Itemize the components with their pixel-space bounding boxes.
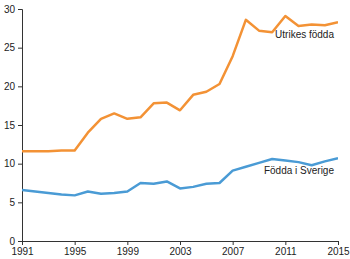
tick-mark — [18, 86, 22, 87]
tick-label: 30 — [4, 4, 16, 15]
series-line — [22, 158, 338, 195]
tick-mark — [127, 241, 128, 245]
tick-mark — [18, 202, 22, 203]
series-line — [22, 16, 338, 151]
tick: 20 — [4, 81, 22, 92]
tick-mark — [75, 241, 76, 245]
tick: 2011 — [275, 241, 297, 257]
tick: 1995 — [64, 241, 87, 257]
tick-label: 5 — [9, 197, 15, 208]
tick-label: 1995 — [64, 246, 87, 257]
y-axis: 0 5 10 15 20 25 30 — [4, 4, 23, 247]
series-label: Födda i Sverige — [264, 165, 334, 176]
tick: 5 — [9, 197, 22, 208]
tick: 15 — [4, 120, 22, 131]
tick-mark — [233, 241, 234, 245]
tick-mark — [338, 241, 339, 245]
tick-mark — [18, 48, 22, 49]
tick-label: 2007 — [222, 246, 245, 257]
tick-label: 15 — [4, 120, 16, 131]
tick-mark — [18, 164, 22, 165]
tick-label: 1999 — [117, 246, 140, 257]
axis-line — [23, 242, 339, 246]
tick-label: 1991 — [11, 246, 34, 257]
tick: 1999 — [117, 241, 140, 257]
chart: 1991 1995 1999 2003 2007 2011 2015 0 5 10 15 20 25 30… — [0, 0, 350, 259]
tick: 25 — [4, 42, 22, 53]
tick-label: 20 — [4, 81, 16, 92]
tick: 2003 — [169, 241, 192, 257]
tick: 2007 — [222, 241, 245, 257]
tick: 30 — [4, 4, 22, 15]
tick-mark — [18, 241, 22, 242]
tick: 0 — [9, 236, 22, 247]
tick-label: 0 — [9, 236, 15, 247]
plot-area — [22, 16, 338, 195]
tick-label: 2011 — [275, 246, 297, 257]
tick-mark — [18, 9, 22, 10]
axis-line — [18, 10, 23, 242]
tick-label: 25 — [4, 42, 16, 53]
tick-label: 10 — [4, 158, 16, 169]
tick-mark — [285, 241, 286, 245]
tick: 2015 — [327, 241, 350, 257]
tick-mark — [18, 125, 22, 126]
tick-mark — [180, 241, 181, 245]
tick: 10 — [4, 158, 22, 169]
series-label: Utrikes födda — [275, 29, 334, 40]
x-axis: 1991 1995 1999 2003 2007 2011 2015 — [11, 241, 350, 257]
tick-label: 2015 — [327, 246, 350, 257]
tick-label: 2003 — [169, 246, 192, 257]
